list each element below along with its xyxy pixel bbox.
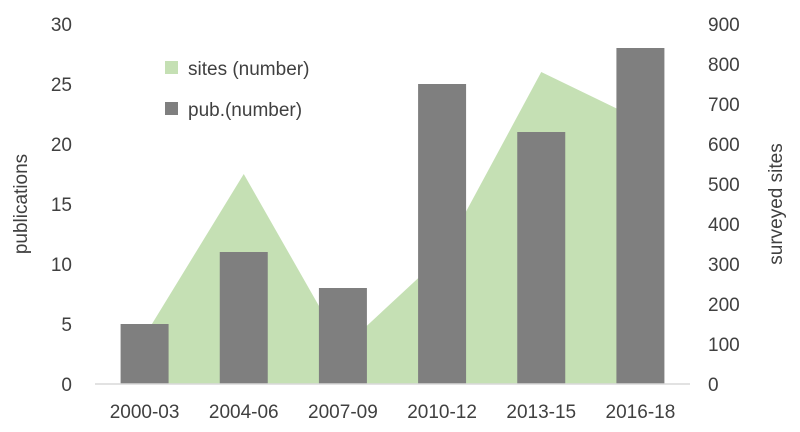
right-tick-label: 900: [708, 15, 740, 36]
left-tick-label: 15: [51, 195, 72, 216]
legend-label-sites: sites (number): [188, 59, 309, 80]
left-tick-label: 0: [61, 375, 72, 396]
legend: sites (number) pub.(number): [165, 59, 309, 121]
legend-swatch-sites: [165, 61, 178, 74]
x-axis-ticks: 2000-03 2004-06 2007-09 2010-12 2013-15 2016-…: [110, 402, 676, 423]
left-tick-label: 20: [51, 135, 72, 156]
right-tick-label: 800: [708, 55, 740, 76]
publications-bar-series: [120, 48, 665, 384]
sites-area-fill: [144, 72, 641, 384]
bar-2007-09: [318, 288, 367, 384]
x-tick-label: 2013-15: [506, 402, 576, 423]
x-tick-label: 2000-03: [110, 402, 180, 423]
right-tick-label: 600: [708, 135, 740, 156]
x-tick-label: 2007-09: [308, 402, 378, 423]
bar-2004-06: [219, 252, 268, 384]
x-tick-label: 2016-18: [606, 402, 676, 423]
right-tick-label: 0: [708, 375, 719, 396]
right-axis-title: surveyed sites: [766, 143, 787, 264]
legend-label-publications: pub.(number): [188, 100, 302, 121]
left-tick-label: 5: [61, 315, 72, 336]
bar-2000-03: [120, 324, 169, 384]
bar-2013-15: [517, 132, 566, 384]
left-tick-label: 25: [51, 75, 72, 96]
right-tick-label: 500: [708, 175, 740, 196]
right-tick-label: 100: [708, 335, 740, 356]
right-tick-label: 700: [708, 95, 740, 116]
left-tick-label: 10: [51, 255, 72, 276]
x-tick-label: 2010-12: [407, 402, 477, 423]
left-axis-title: publications: [11, 154, 32, 254]
right-tick-label: 400: [708, 215, 740, 236]
right-tick-label: 300: [708, 255, 740, 276]
bar-2016-18: [616, 48, 665, 384]
x-tick-label: 2004-06: [209, 402, 279, 423]
left-tick-label: 30: [51, 15, 72, 36]
left-y-axis-ticks: 0 5 10 15 20 25 30: [51, 15, 72, 396]
legend-swatch-publications: [165, 102, 178, 115]
right-y-axis-ticks: 0 100 200 300 400 500 600 700 800 900: [708, 15, 740, 396]
bar-2010-12: [418, 84, 467, 384]
right-tick-label: 200: [708, 295, 740, 316]
